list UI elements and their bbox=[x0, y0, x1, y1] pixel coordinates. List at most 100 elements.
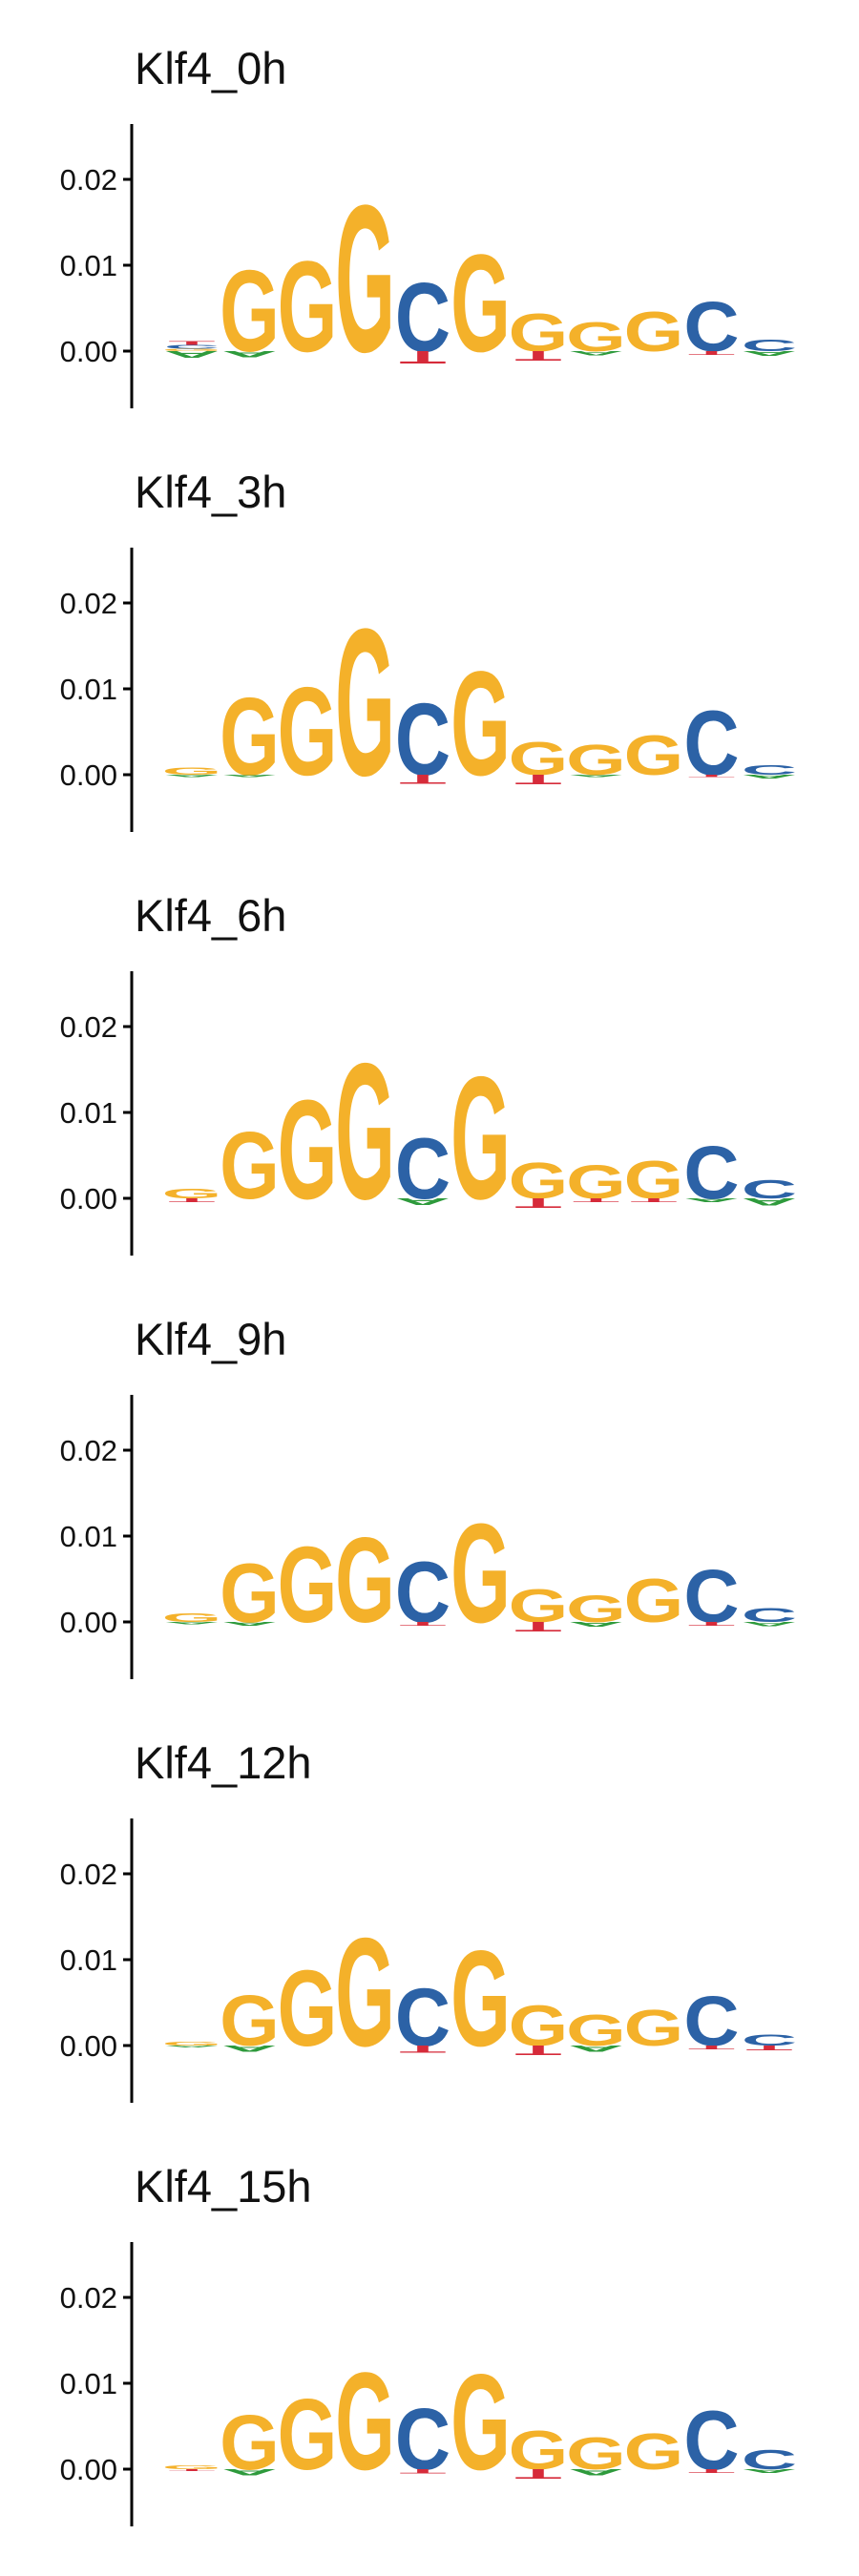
y-tick-label: 0.00 bbox=[60, 758, 117, 792]
logo-letter-t-negative: T bbox=[688, 774, 735, 778]
logo-letter-t-negative: T bbox=[573, 1197, 619, 1203]
logo-letter-t-negative: T bbox=[514, 2466, 561, 2483]
logo-letter-g: G bbox=[162, 2042, 222, 2047]
logo-letter-g: G bbox=[624, 1566, 684, 1635]
panel-title: Klf4_12h bbox=[135, 1737, 312, 1788]
panel-title: Klf4_6h bbox=[135, 890, 286, 941]
logo-letter-g: G bbox=[335, 1906, 395, 2079]
logo-letter-a-negative: A bbox=[568, 350, 623, 357]
logo-letter-c: C bbox=[164, 344, 220, 350]
logo-letter-t-negative: T bbox=[399, 2468, 446, 2475]
y-tick-label: 0.00 bbox=[60, 335, 117, 368]
logo-letter-c: C bbox=[742, 1604, 797, 1627]
y-tick-label: 0.01 bbox=[60, 673, 117, 706]
logo-letter-g: G bbox=[509, 1581, 569, 1632]
logo-letter-c: C bbox=[742, 1174, 797, 1204]
logo-letter-g: G bbox=[278, 662, 338, 802]
logo-letter-g: G bbox=[450, 1042, 511, 1237]
y-tick-label: 0.00 bbox=[60, 1182, 117, 1215]
logo-letter-g: G bbox=[450, 1922, 511, 2075]
logo-letter-g: G bbox=[566, 313, 626, 360]
logo-letter-g: G bbox=[335, 1023, 395, 1240]
logo-letter-a-negative: A bbox=[742, 349, 797, 357]
logo-letter-c: C bbox=[683, 1983, 739, 2061]
logo-letter-a-negative: A bbox=[221, 349, 277, 359]
logo-letter-g: G bbox=[278, 1071, 338, 1229]
logo-letter-t-negative: T bbox=[168, 1197, 215, 1203]
logo-letter-g: G bbox=[278, 234, 338, 379]
logo-letter-g: G bbox=[450, 225, 511, 381]
logo-letter-g: G bbox=[509, 734, 569, 785]
logo-letter-a-negative: A bbox=[164, 2045, 220, 2047]
logo-letter-t: T bbox=[168, 341, 215, 346]
logo-letter-g: G bbox=[162, 1186, 222, 1202]
logo-letter-g: G bbox=[509, 302, 569, 363]
y-tick-label: 0.01 bbox=[60, 1520, 117, 1553]
logo-letter-g: G bbox=[335, 586, 395, 821]
logo-letter-a-negative: A bbox=[395, 1196, 450, 1207]
logo-letter-g: G bbox=[450, 642, 511, 807]
y-tick-label: 0.00 bbox=[60, 2453, 117, 2486]
logo-letter-c: C bbox=[395, 1545, 450, 1641]
logo-letter-c: C bbox=[683, 2394, 739, 2487]
logo-letter-a-negative: A bbox=[164, 1621, 220, 1625]
logo-letter-a-negative: A bbox=[221, 2044, 277, 2053]
logo-letter-g: G bbox=[335, 1512, 395, 1648]
logo-letter-g: G bbox=[624, 300, 684, 363]
logo-letter-t-negative: T bbox=[399, 1621, 446, 1627]
y-tick-label: 0.02 bbox=[60, 1858, 117, 1891]
y-tick-label: 0.01 bbox=[60, 1943, 117, 1977]
logo-letter-g: G bbox=[335, 162, 395, 397]
logo-letter-t-negative: T bbox=[168, 2468, 215, 2471]
logo-letter-g: G bbox=[220, 1980, 280, 2061]
logo-letter-t-negative: T bbox=[630, 1197, 677, 1203]
logo-letter-a-negative: A bbox=[742, 774, 797, 779]
y-tick-label: 0.00 bbox=[60, 2029, 117, 2063]
logo-letter-g: G bbox=[450, 2346, 511, 2499]
logo-letter-c: C bbox=[395, 1121, 450, 1217]
y-tick-label: 0.00 bbox=[60, 1606, 117, 1639]
logo-letter-t-negative: T bbox=[688, 2045, 735, 2050]
logo-letter-g: G bbox=[566, 2428, 626, 2479]
logo-letter-g: G bbox=[278, 2378, 338, 2490]
logo-letter-t-negative: T bbox=[399, 772, 446, 786]
logo-letter-t-negative: T bbox=[514, 348, 561, 364]
y-tick-label: 0.01 bbox=[60, 1096, 117, 1130]
logo-letter-c: C bbox=[683, 1131, 739, 1215]
logo-letter-g: G bbox=[220, 1547, 280, 1640]
logo-letter-a-negative: A bbox=[221, 2467, 277, 2477]
y-tick-label: 0.02 bbox=[60, 1434, 117, 1467]
logo-letter-t-negative: T bbox=[514, 1619, 561, 1635]
logo-letter-a-negative: A bbox=[221, 774, 277, 778]
logo-letter-a-negative: A bbox=[742, 2468, 797, 2474]
logo-letter-c: C bbox=[683, 691, 739, 795]
logo-letter-c: C bbox=[395, 683, 450, 798]
logo-letter-a-negative: A bbox=[164, 349, 220, 360]
logo-letter-g: G bbox=[278, 1947, 338, 2068]
y-tick-label: 0.02 bbox=[60, 163, 117, 197]
logo-letter-c: C bbox=[683, 288, 739, 366]
logo-letter-g: G bbox=[162, 1611, 222, 1625]
logo-letter-a-negative: A bbox=[742, 1621, 797, 1628]
logo-letter-g: G bbox=[509, 2420, 569, 2481]
logo-letter-t-negative: T bbox=[688, 1621, 735, 1627]
logo-letter-t-negative: T bbox=[514, 2043, 561, 2059]
logo-letter-g: G bbox=[509, 1152, 569, 1210]
logo-letter-t-negative: T bbox=[688, 350, 735, 356]
panel-title: Klf4_0h bbox=[135, 43, 286, 93]
logo-letter-a-negative: A bbox=[164, 774, 220, 778]
logo-letter-a-negative: A bbox=[683, 1197, 739, 1203]
logo-letter-c: C bbox=[742, 2031, 797, 2048]
logo-letter-g: G bbox=[162, 2465, 222, 2471]
y-tick-label: 0.02 bbox=[60, 587, 117, 620]
logo-letter-a-negative: A bbox=[568, 2044, 623, 2053]
logo-letter-a-negative: A bbox=[742, 1195, 797, 1208]
logo-letter-c: C bbox=[742, 2444, 797, 2475]
logo-letter-g: G bbox=[509, 1995, 569, 2059]
logo-letter-a-negative: A bbox=[568, 774, 623, 778]
logo-letter-t-negative: T bbox=[745, 2044, 792, 2051]
